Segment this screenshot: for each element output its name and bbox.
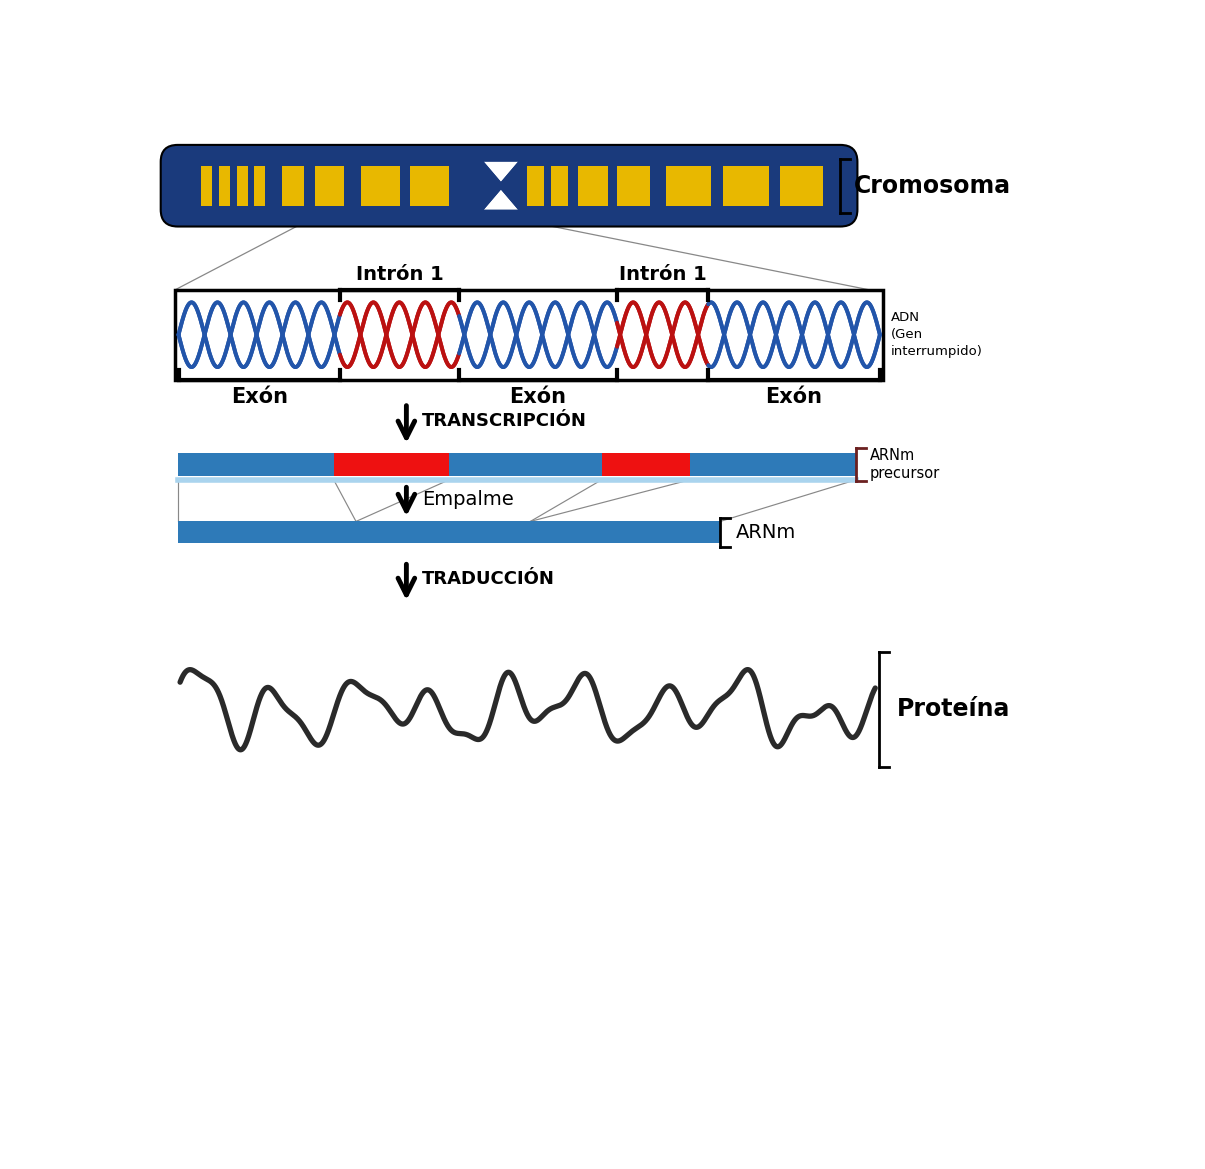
Polygon shape — [484, 189, 518, 209]
Text: Exón: Exón — [765, 387, 823, 408]
Text: Intrón 1: Intrón 1 — [618, 265, 706, 284]
Text: ARNm: ARNm — [736, 523, 797, 541]
Text: ARNm
precursor: ARNm precursor — [870, 448, 940, 480]
Bar — [236, 166, 247, 206]
Text: TRADUCCIÓN: TRADUCCIÓN — [422, 570, 554, 588]
Bar — [315, 166, 345, 206]
Bar — [282, 166, 304, 206]
Polygon shape — [484, 161, 518, 182]
Text: ADN
(Gen
interrumpido): ADN (Gen interrumpido) — [890, 311, 982, 358]
Text: Proteína: Proteína — [897, 698, 1010, 721]
Bar — [551, 166, 568, 206]
Text: Exón: Exón — [510, 387, 566, 408]
Text: Cromosoma: Cromosoma — [854, 174, 1011, 198]
Bar — [578, 166, 607, 206]
Bar — [362, 166, 400, 206]
Text: Intrón 1: Intrón 1 — [355, 265, 443, 284]
Bar — [601, 452, 689, 476]
Text: Empalme: Empalme — [422, 490, 513, 509]
Text: TRANSCRIPCIÓN: TRANSCRIPCIÓN — [422, 413, 587, 430]
Bar — [178, 521, 721, 542]
Bar — [334, 452, 449, 476]
Bar — [780, 166, 823, 206]
Bar — [617, 166, 649, 206]
Bar — [666, 166, 711, 206]
Bar — [176, 290, 883, 380]
Polygon shape — [484, 161, 501, 209]
Bar — [219, 166, 230, 206]
Polygon shape — [501, 161, 518, 209]
Bar — [527, 166, 543, 206]
Bar — [201, 166, 212, 206]
Bar — [178, 452, 856, 476]
Bar — [723, 166, 769, 206]
Text: Exón: Exón — [230, 387, 288, 408]
FancyBboxPatch shape — [160, 145, 858, 227]
Bar — [254, 166, 265, 206]
Bar — [410, 166, 449, 206]
